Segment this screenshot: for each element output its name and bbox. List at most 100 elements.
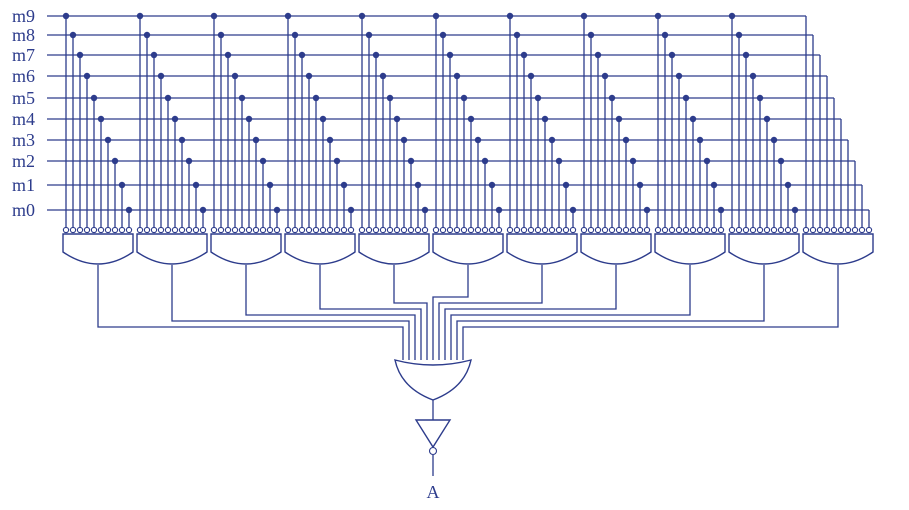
input-bubble [569,226,577,234]
junction-dot [298,51,306,59]
junction-dot [76,51,84,59]
gate-output-wire [432,265,469,360]
and-gate [284,233,356,265]
junction-dot [495,206,503,214]
input-bubble [90,226,98,234]
junction-dot [675,72,683,80]
input-bubble [358,226,366,234]
junction-dot [62,12,70,20]
input-bubble [689,226,697,234]
input-bubble [622,226,630,234]
input-bubble [587,226,595,234]
junction-dot [291,31,299,39]
input-bubble [453,226,461,234]
junction-dot [703,157,711,165]
junction-dot [488,181,496,189]
input-bubble [291,226,299,234]
and-gate [506,233,578,265]
junction-dot [453,72,461,80]
gate-output-wire [171,265,410,360]
input-bubble [837,226,845,234]
gate-output-wire [444,265,617,360]
input-bubble [742,226,750,234]
junction-dot [689,115,697,123]
input-label-m7: m7 [12,45,35,65]
junction-dot [83,72,91,80]
and-gate [802,233,874,265]
not-gate [414,419,452,449]
junction-dot [446,51,454,59]
input-bubble [252,226,260,234]
input-bubble [340,226,348,234]
input-bubble [668,226,676,234]
input-bubble [266,226,274,234]
input-bubble [770,226,778,234]
junction-dot [548,136,556,144]
input-bubble [802,226,810,234]
input-bubble [446,226,454,234]
input-bubble [210,226,218,234]
junction-dot [238,94,246,102]
input-bubble [164,226,172,234]
input-bubble [513,226,521,234]
input-bubble [682,226,690,234]
junction-dot [770,136,778,144]
junction-dot [185,157,193,165]
junction-dot [569,206,577,214]
junction-dot [668,51,676,59]
junction-dot [217,31,225,39]
junction-dot [192,181,200,189]
junction-dot [326,136,334,144]
input-bubble [844,226,852,234]
junction-dot [520,51,528,59]
input-bubble [823,226,831,234]
and-gate [358,233,430,265]
input-bubble [347,226,355,234]
input-bubble [143,226,151,234]
input-label-m5: m5 [12,88,35,108]
wires [47,15,870,476]
input-bubble [326,226,334,234]
gate-output-wire [438,265,543,360]
junction-dot [432,12,440,20]
input-bubble [777,226,785,234]
junction-dot [407,157,415,165]
junction-dot [756,94,764,102]
gate-output-wire [462,265,839,360]
junction-dot [791,206,799,214]
and-gate [210,233,282,265]
input-label-m2: m2 [12,151,35,171]
input-bubble [365,226,373,234]
not-gate-bubble [428,446,438,456]
gate-output-wire [319,265,422,360]
input-bubble [541,226,549,234]
junction-dot [157,72,165,80]
input-bubble [178,226,186,234]
input-bubble [717,226,725,234]
input-label-m0: m0 [12,200,35,220]
input-label-m8: m8 [12,25,35,45]
input-bubble [636,226,644,234]
input-bubble [125,226,133,234]
and-gate [432,233,504,265]
input-bubble [136,226,144,234]
input-bubble [809,226,817,234]
input-bubble [756,226,764,234]
gate-output-wire [450,265,691,360]
junction-dot [742,51,750,59]
gate-output-wire [393,265,428,360]
input-bubble [238,226,246,234]
input-bubble [69,226,77,234]
input-bubble [728,226,736,234]
junction-dot [710,181,718,189]
junction-dot [615,115,623,123]
input-bubble [305,226,313,234]
junction-dot [481,157,489,165]
input-bubble [400,226,408,234]
junction-dot [636,181,644,189]
input-bubble [432,226,440,234]
junction-dot [284,12,292,20]
gates [62,233,874,449]
junction-dot [118,181,126,189]
